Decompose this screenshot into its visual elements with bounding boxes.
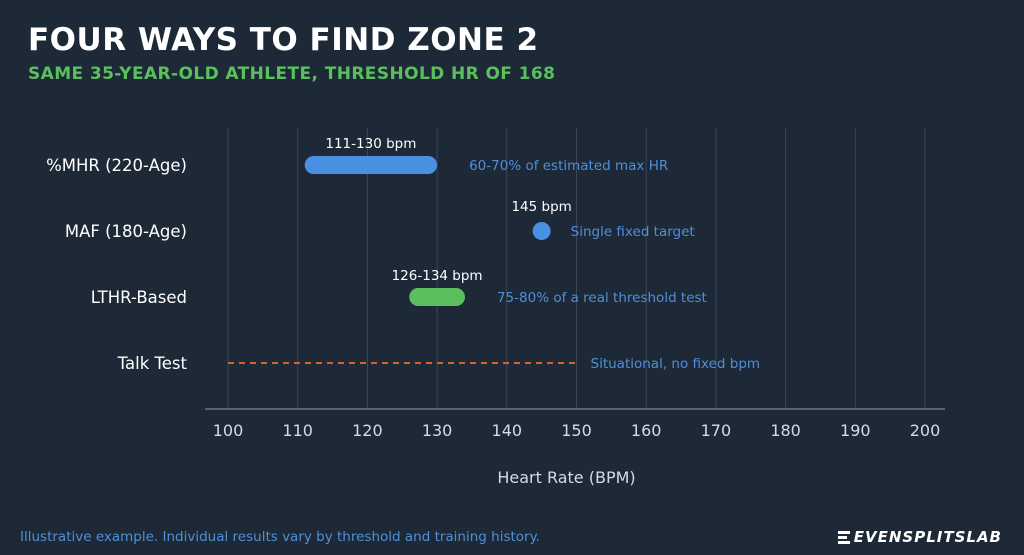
x-tick-label-200: 200 bbox=[910, 421, 941, 440]
row-label-talk-test: Talk Test bbox=[117, 354, 188, 373]
row-label-maf-180-age: MAF (180-Age) bbox=[65, 222, 187, 241]
logo-text: EVENSPLITSLAB bbox=[853, 528, 1002, 546]
x-tick-label-190: 190 bbox=[840, 421, 871, 440]
x-tick-label-160: 160 bbox=[631, 421, 662, 440]
chart-title: FOUR WAYS TO FIND ZONE 2 bbox=[28, 22, 539, 58]
x-tick-label-120: 120 bbox=[352, 421, 383, 440]
value-label-maf-180-age: 145 bpm bbox=[511, 199, 571, 215]
range-bar-mhr-220-age bbox=[304, 156, 438, 174]
x-tick-label-110: 110 bbox=[282, 421, 313, 440]
x-tick-label-170: 170 bbox=[701, 421, 732, 440]
row-label-mhr-220-age: %MHR (220-Age) bbox=[46, 156, 187, 175]
x-tick-label-130: 130 bbox=[422, 421, 453, 440]
point-marker-maf-180-age bbox=[532, 222, 551, 240]
x-axis-label: Heart Rate (BPM) bbox=[497, 468, 635, 487]
annotation-mhr-220-age: 60-70% of estimated max HR bbox=[469, 158, 668, 174]
x-tick-label-140: 140 bbox=[492, 421, 523, 440]
x-tick-label-100: 100 bbox=[213, 421, 244, 440]
value-label-mhr-220-age: 111-130 bpm bbox=[325, 136, 416, 152]
annotation-maf-180-age: Single fixed target bbox=[571, 224, 695, 240]
annotation-talk-test: Situational, no fixed bpm bbox=[591, 356, 761, 372]
x-tick-label-180: 180 bbox=[770, 421, 801, 440]
x-tick-label-150: 150 bbox=[561, 421, 592, 440]
range-bar-lthr-based bbox=[409, 288, 465, 306]
annotation-lthr-based: 75-80% of a real threshold test bbox=[497, 290, 707, 306]
chart-subtitle: SAME 35-YEAR-OLD ATHLETE, THRESHOLD HR O… bbox=[28, 64, 556, 84]
value-label-lthr-based: 126-134 bpm bbox=[392, 268, 483, 284]
logo-lines-icon bbox=[837, 530, 850, 544]
footnote: Illustrative example. Individual results… bbox=[20, 529, 540, 545]
row-label-lthr-based: LTHR-Based bbox=[91, 288, 187, 307]
zone2-range-chart: 100 110 120 130 140 150 160 170 180 190 200 Heart R… bbox=[46, 128, 945, 487]
evensplitslab-logo: EVENSPLITSLAB bbox=[837, 528, 1002, 546]
